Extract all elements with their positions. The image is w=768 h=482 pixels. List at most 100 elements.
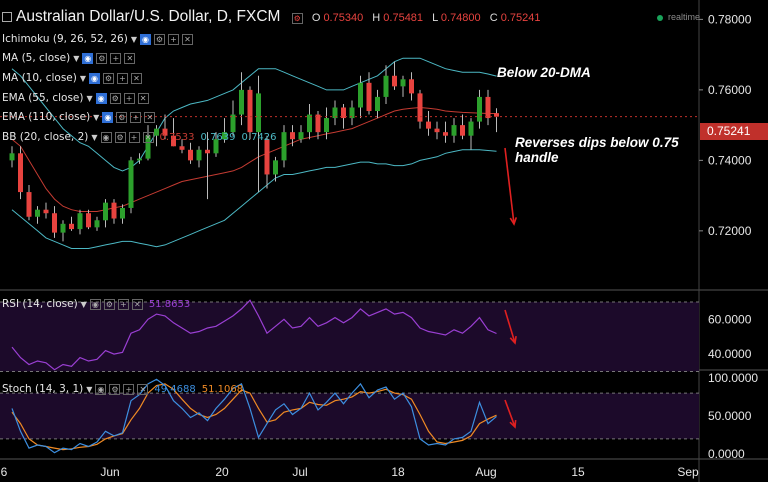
legend-ma10[interactable]: MA (10, close) ▼ ◉ ⚙ + ✕ <box>2 72 143 84</box>
gear-icon[interactable]: ⚙ <box>103 72 115 84</box>
legend-rsi[interactable]: RSI (14, close) ▼ ◉ ⚙ + ✕ 51.8653 <box>2 298 190 310</box>
legend-ma5[interactable]: MA (5, close) ▼ ◉ ⚙ + ✕ <box>2 52 136 64</box>
chevron-down-icon[interactable]: ▼ <box>73 54 80 63</box>
legend-ma5-label: MA (5, close) <box>2 52 71 64</box>
legend-ema110[interactable]: EMA (110, close) ▼ ◉ ⚙ + ✕ <box>2 111 156 123</box>
candle-body <box>94 220 100 228</box>
plus-icon[interactable]: + <box>117 72 129 84</box>
candle-body <box>35 209 40 217</box>
candle-body <box>417 93 423 122</box>
forecast-arrow-stoch-head <box>509 419 517 429</box>
legend-ichimoku[interactable]: Ichimoku (9, 26, 52, 26) ▼ ◉ ⚙ + ✕ <box>2 33 193 45</box>
realtime-indicator: realtime <box>657 12 700 22</box>
gear-icon[interactable]: ⚙ <box>109 383 121 395</box>
candle-body <box>256 93 261 133</box>
rsi-band <box>0 301 699 372</box>
annotation-reverses-line1: Reverses dips below 0.75 <box>515 135 679 150</box>
eye-icon[interactable]: ◉ <box>82 52 94 64</box>
close-icon[interactable]: ✕ <box>124 52 136 64</box>
candle-body <box>341 107 346 119</box>
price-tick-label: 0.72000 <box>708 224 752 238</box>
gear-icon[interactable]: ⚙ <box>109 92 121 104</box>
chevron-down-icon[interactable]: ▼ <box>86 385 93 394</box>
chevron-down-icon[interactable]: ▼ <box>86 94 93 103</box>
close-icon[interactable]: ✕ <box>131 72 143 84</box>
gear-icon[interactable]: ⚙ <box>114 131 126 143</box>
gear-icon[interactable]: ⚙ <box>116 111 128 123</box>
stoch-tick-label: 100.0000 <box>708 371 758 385</box>
collapse-icon[interactable] <box>2 11 12 22</box>
time-tick-label: 18 <box>391 465 405 479</box>
plus-icon[interactable]: + <box>128 131 140 143</box>
candle-body <box>179 146 185 150</box>
stoch-k-line <box>11 378 497 454</box>
forecast-arrow-rsi <box>504 309 516 344</box>
eye-icon[interactable]: ◉ <box>89 72 101 84</box>
chevron-down-icon[interactable]: ▼ <box>93 113 100 122</box>
eye-icon[interactable]: ◉ <box>100 131 112 143</box>
plus-icon[interactable]: + <box>123 92 135 104</box>
gear-icon[interactable]: ⚙ <box>291 12 303 24</box>
plus-icon[interactable]: + <box>167 33 179 45</box>
plus-icon[interactable]: + <box>123 383 135 395</box>
eye-icon[interactable]: ◉ <box>89 298 101 310</box>
annotation-reverses-line2: handle <box>515 150 559 165</box>
chevron-down-icon[interactable]: ▼ <box>91 133 98 142</box>
candle-body <box>494 113 499 117</box>
close-icon[interactable]: ✕ <box>131 298 143 310</box>
candle-body <box>485 96 491 119</box>
rsi-line <box>11 299 497 371</box>
price-tick-label: 0.74000 <box>708 153 752 167</box>
forecast-arrow-price-head <box>509 217 518 226</box>
candle-body <box>383 75 389 97</box>
candle-body <box>307 114 312 133</box>
close-icon[interactable]: ✕ <box>137 383 149 395</box>
eye-icon[interactable]: ◉ <box>95 383 107 395</box>
candle-body <box>247 89 253 133</box>
candle-body <box>103 202 108 221</box>
candle-body <box>43 209 49 214</box>
legend-stoch[interactable]: Stoch (14, 3, 1) ▼ ◉ ⚙ + ✕ 49.4688 51.1068 <box>2 383 243 395</box>
stoch-tick-label: 0.0000 <box>708 447 745 461</box>
candle-body <box>111 202 117 219</box>
candle-body <box>443 132 448 136</box>
bb-upper-value: 0.7639 <box>200 132 236 143</box>
close-icon[interactable]: ✕ <box>142 131 154 143</box>
candle-body <box>86 213 91 228</box>
legend-ema55[interactable]: EMA (55, close) ▼ ◉ ⚙ + ✕ <box>2 92 149 104</box>
candle-body <box>9 153 15 161</box>
candle-body <box>52 213 57 233</box>
candle-body <box>77 213 83 230</box>
chevron-down-icon[interactable]: ▼ <box>130 35 137 44</box>
chevron-down-icon[interactable]: ▼ <box>79 74 87 83</box>
candle-body <box>137 158 142 161</box>
chevron-down-icon[interactable]: ▼ <box>80 300 87 309</box>
close-icon[interactable]: ✕ <box>181 33 193 45</box>
eye-icon[interactable]: ◉ <box>102 111 114 123</box>
candle-body <box>26 192 32 217</box>
candle-body <box>332 107 338 119</box>
candle-body <box>196 149 202 161</box>
gear-icon[interactable]: ⚙ <box>96 52 108 64</box>
stoch-k-value: 49.4688 <box>154 384 196 395</box>
eye-icon[interactable]: ◉ <box>95 92 107 104</box>
plus-icon[interactable]: + <box>130 111 142 123</box>
close-icon[interactable]: ✕ <box>144 111 156 123</box>
annotation-below-dma: Below 20-DMA <box>497 65 591 80</box>
plus-icon[interactable]: + <box>117 298 129 310</box>
candle-body <box>222 132 227 140</box>
gear-icon[interactable]: ⚙ <box>153 33 165 45</box>
candle-body <box>205 149 210 154</box>
rsi-value: 51.8653 <box>148 299 191 310</box>
forecast-arrow-rsi-head <box>509 335 517 345</box>
gear-icon[interactable]: ⚙ <box>103 298 115 310</box>
price-tick-label: 0.78000 <box>708 12 752 26</box>
eye-icon[interactable]: ◉ <box>139 33 151 45</box>
forecast-arrow-price <box>504 147 515 225</box>
plus-icon[interactable]: + <box>110 52 122 64</box>
bb-upper-line <box>11 57 497 172</box>
candle-body <box>162 128 168 136</box>
candle-body <box>60 223 66 233</box>
close-icon[interactable]: ✕ <box>137 92 149 104</box>
legend-bb[interactable]: BB (20, close, 2) ▼ ◉ ⚙ + ✕ 0.7533 0.7639 0.7426 <box>2 131 277 143</box>
